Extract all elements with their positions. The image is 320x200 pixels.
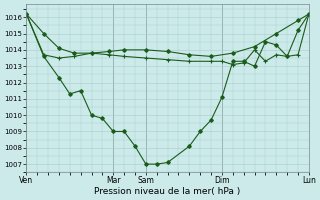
X-axis label: Pression niveau de la mer( hPa ): Pression niveau de la mer( hPa ) — [94, 187, 241, 196]
